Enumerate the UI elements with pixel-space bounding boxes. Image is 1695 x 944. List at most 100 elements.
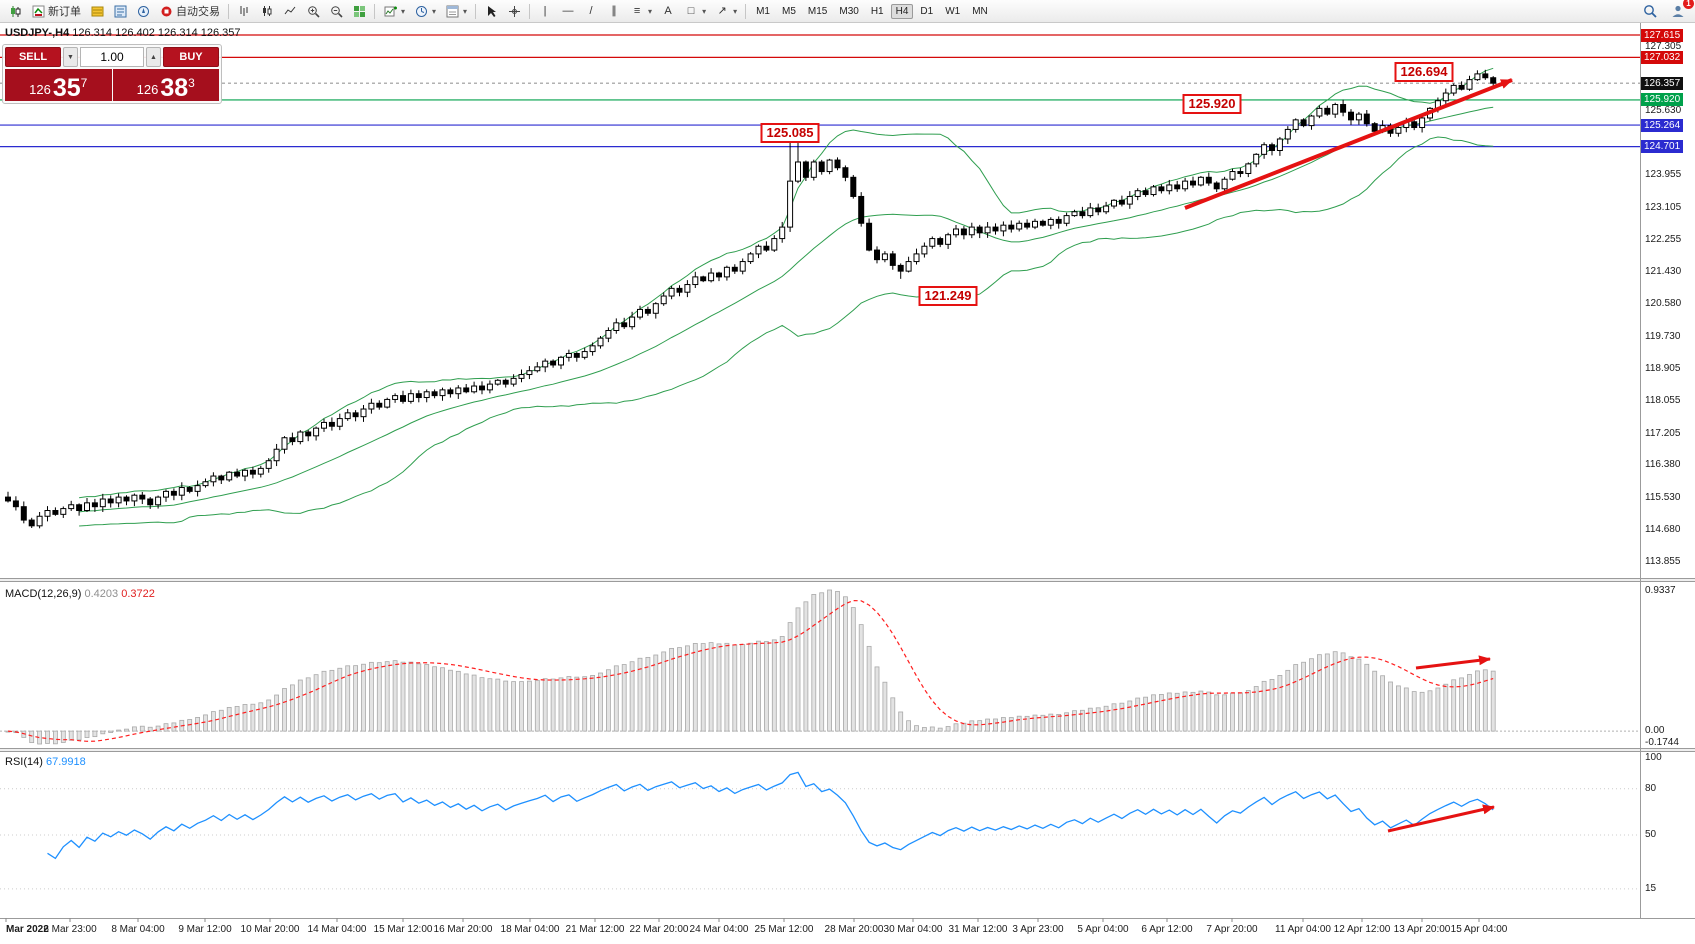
zoom-out-button[interactable] [325, 1, 347, 21]
data-window-icon [113, 4, 127, 18]
chart-annotation[interactable]: 125.920 [1182, 94, 1242, 114]
toolbar-separator [745, 3, 747, 19]
new-chart-icon [383, 4, 397, 18]
channel-icon: ∥ [611, 4, 617, 17]
algo-trading-icon [159, 4, 173, 18]
buy-price[interactable]: 126 38 3 [112, 69, 219, 101]
volume-decrease-button[interactable]: ▼ [63, 47, 78, 67]
timeframe-button-H1[interactable]: H1 [866, 4, 889, 19]
chart-annotation[interactable]: 125.085 [760, 123, 820, 143]
chart-annotation[interactable]: 121.249 [918, 286, 978, 306]
new-order-button[interactable]: 新订单 [27, 1, 85, 21]
fibonacci-tool-button[interactable]: ≡ ▾ [626, 1, 656, 21]
macd-name: MACD(12,26,9) [5, 588, 82, 600]
timeframe-group: M1 M5 M15 M30 H1 H4 D1 W1 MN [750, 3, 994, 19]
vertical-line-icon: | [543, 4, 547, 17]
market-watch-icon [90, 4, 104, 18]
cycles-button[interactable]: ▾ [410, 1, 440, 21]
timeframe-button-M5[interactable]: M5 [777, 4, 801, 19]
panel-splitter[interactable] [0, 748, 1695, 752]
dropdown-icon: ▾ [463, 6, 468, 16]
zoom-in-button[interactable] [302, 1, 324, 21]
trend-arrow-2[interactable] [1415, 655, 1491, 670]
new-order-icon [31, 4, 45, 18]
sell-button[interactable]: SELL [5, 47, 61, 67]
timeframe-button-M15[interactable]: M15 [803, 4, 832, 19]
sell-price-prefix: 126 [29, 82, 51, 97]
arrows-tool-button[interactable]: ↗ ▾ [711, 1, 741, 21]
candlesticks [5, 69, 1497, 529]
navigator-button[interactable] [132, 1, 154, 21]
crosshair-tool-button[interactable] [503, 1, 525, 21]
shapes-tool-button[interactable]: □ ▾ [680, 1, 710, 21]
vertical-line-tool-button[interactable]: | [534, 1, 556, 21]
sell-price-sup: 7 [80, 76, 88, 90]
timeframe-button-D1[interactable]: D1 [915, 4, 938, 19]
sell-price-big: 35 [52, 73, 81, 102]
new-order-label: 新订单 [48, 6, 81, 18]
channel-tool-button[interactable]: ∥ [603, 1, 625, 21]
buy-button[interactable]: BUY [163, 47, 219, 67]
text-tool-icon: A [664, 4, 672, 17]
timeframe-button-MN[interactable]: MN [967, 4, 993, 19]
symbol-ohlc-bar: USDJPY-,H4 126.314 126.402 126.314 126.3… [5, 27, 241, 39]
text-tool-button[interactable]: A [657, 1, 679, 21]
new-chart-button[interactable]: ▾ [379, 1, 409, 21]
line-chart-mode-button[interactable] [279, 1, 301, 21]
cursor-tool-button[interactable] [480, 1, 502, 21]
rsi-name: RSI(14) [5, 756, 43, 768]
symbol-period-label: USDJPY-,H4 [5, 27, 70, 39]
search-icon [1643, 4, 1657, 18]
candle-chart-icon [260, 4, 274, 18]
ohlc-high: 126.402 [115, 27, 155, 39]
algo-trading-button[interactable]: 自动交易 [155, 1, 224, 21]
templates-icon [445, 4, 459, 18]
zoom-in-icon [306, 4, 320, 18]
shapes-icon: □ [687, 4, 695, 17]
horizontal-level-lines[interactable] [0, 34, 1640, 148]
candlestick-chart-icon [8, 4, 22, 18]
user-icon [1671, 4, 1685, 18]
timeframe-button-H4[interactable]: H4 [890, 3, 914, 19]
dropdown-icon: ▾ [733, 6, 738, 16]
data-window-button[interactable] [109, 1, 131, 21]
panel-splitter[interactable] [0, 578, 1695, 582]
new-chart-window-button[interactable] [4, 1, 26, 21]
trendline-tool-button[interactable]: / [580, 1, 602, 21]
buy-price-sup: 3 [188, 76, 195, 90]
candle-chart-mode-button[interactable] [256, 1, 278, 21]
timeframe-button-M1[interactable]: M1 [751, 4, 775, 19]
dropdown-icon: ▾ [401, 6, 406, 16]
tile-windows-button[interactable] [348, 1, 370, 21]
timeframe-button-W1[interactable]: W1 [940, 4, 965, 19]
navigator-icon [136, 4, 150, 18]
horizontal-line-icon: — [562, 4, 574, 17]
toolbar-right-group: 1 [1639, 0, 1694, 21]
arrow-tool-icon: ↗ [717, 4, 727, 17]
macd-main-value: 0.4203 [84, 588, 119, 600]
horizontal-line-tool-button[interactable]: — [557, 1, 579, 21]
templates-button[interactable]: ▾ [441, 1, 471, 21]
toolbar-separator [228, 3, 229, 19]
crosshair-icon [507, 4, 521, 18]
ohlc-open: 126.314 [72, 27, 113, 39]
trend-arrow-1[interactable] [1184, 78, 1513, 210]
macd-histogram [5, 589, 1496, 745]
volume-increase-button[interactable]: ▲ [146, 47, 161, 67]
timeframe-button-M30[interactable]: M30 [834, 4, 863, 19]
algo-trading-label: 自动交易 [176, 6, 220, 18]
trend-arrow-3[interactable] [1387, 804, 1495, 833]
toolbar-separator [475, 3, 477, 19]
profile-button[interactable]: 1 [1667, 0, 1694, 21]
search-button[interactable] [1639, 1, 1661, 21]
market-watch-button[interactable] [86, 1, 108, 21]
chart-annotation[interactable]: 126.694 [1394, 62, 1454, 82]
volume-input[interactable] [80, 47, 144, 67]
ohlc-close: 126.357 [200, 27, 241, 39]
ohlc-low: 126.314 [157, 27, 198, 39]
line-chart-icon [283, 4, 297, 18]
zoom-out-icon [329, 4, 343, 18]
sell-price[interactable]: 126 35 7 [5, 69, 112, 101]
bar-chart-mode-button[interactable] [233, 1, 255, 21]
